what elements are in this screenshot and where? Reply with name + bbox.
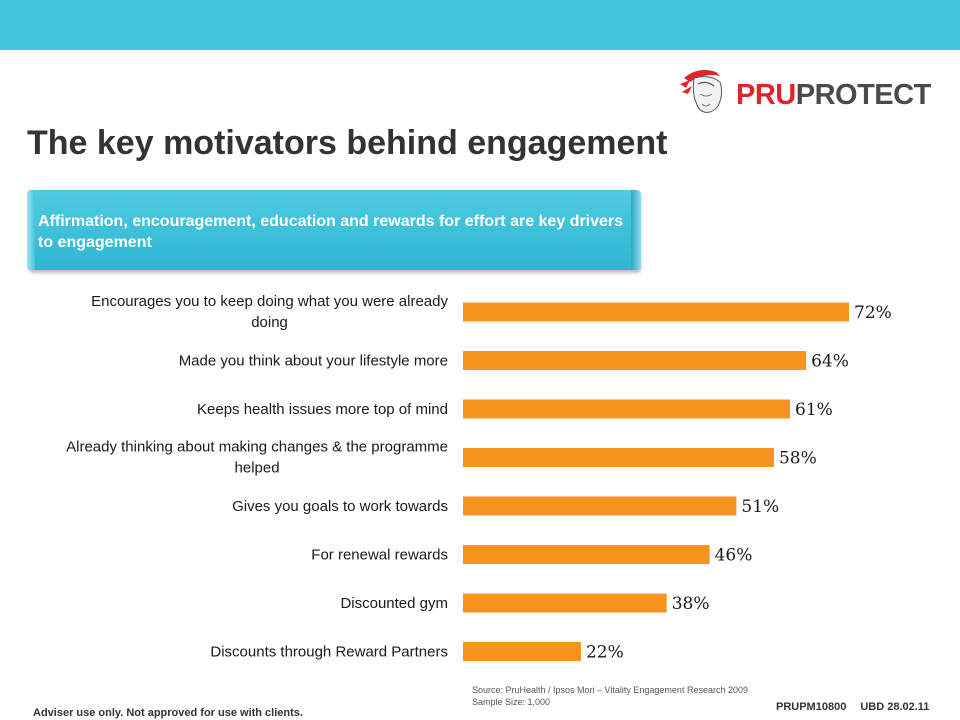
category-label-4: Already thinking about making changes & … [66,439,448,477]
bar-6 [463,545,710,564]
value-label-3: 61% [795,400,833,420]
source-note: Source: PruHealth / Ipsos Mori – Vitalit… [472,684,748,708]
value-label-7: 38% [672,594,710,614]
sample-size: Sample Size: 1,000 [472,696,748,708]
value-label-4: 58% [779,449,817,469]
footer-codes: PRUPM10800 UBD 28.02.11 [776,701,929,713]
category-label-3: Keeps health issues more top of mind [197,401,448,418]
value-label-6: 46% [715,546,753,566]
bar-3 [463,400,790,419]
brand-name: PRUPROTECT [736,80,931,110]
helmeted-head-icon [676,64,734,120]
disclaimer: Adviser use only. Not approved for use w… [33,707,303,719]
value-label-5: 51% [741,497,779,517]
category-label-6: For renewal rewards [311,547,448,564]
callout-right-cap [631,190,641,270]
value-label-8: 22% [586,643,624,663]
callout-left-cap [27,190,35,270]
category-label-5: Gives you goals to work towards [232,498,448,515]
page-title: The key motivators behind engagement [27,122,667,164]
top-banner [0,0,960,50]
bar-7 [463,594,667,613]
callout-text: Affirmation, encouragement, education an… [38,211,628,253]
category-label-7: Discounted gym [340,595,448,612]
bar-1 [463,303,849,322]
motivators-bar-chart: 72% Encourages you to keep doing what you… [0,280,960,680]
date-code: UBD 28.02.11 [860,701,929,713]
pruprotect-logo: PRUPROTECT [676,64,946,120]
source-line: Source: PruHealth / Ipsos Mori – Vitalit… [472,684,748,696]
bar-4 [463,448,774,467]
doc-code: PRUPM10800 [776,701,846,713]
value-label-2: 64% [811,352,849,372]
category-label-1: Encourages you to keep doing what you we… [91,293,448,331]
category-label-2: Made you think about your lifestyle more [179,353,448,370]
bar-5 [463,497,736,516]
bar-8 [463,642,581,661]
bar-2 [463,351,806,370]
value-label-1: 72% [854,303,892,323]
category-label-8: Discounts through Reward Partners [210,644,448,661]
